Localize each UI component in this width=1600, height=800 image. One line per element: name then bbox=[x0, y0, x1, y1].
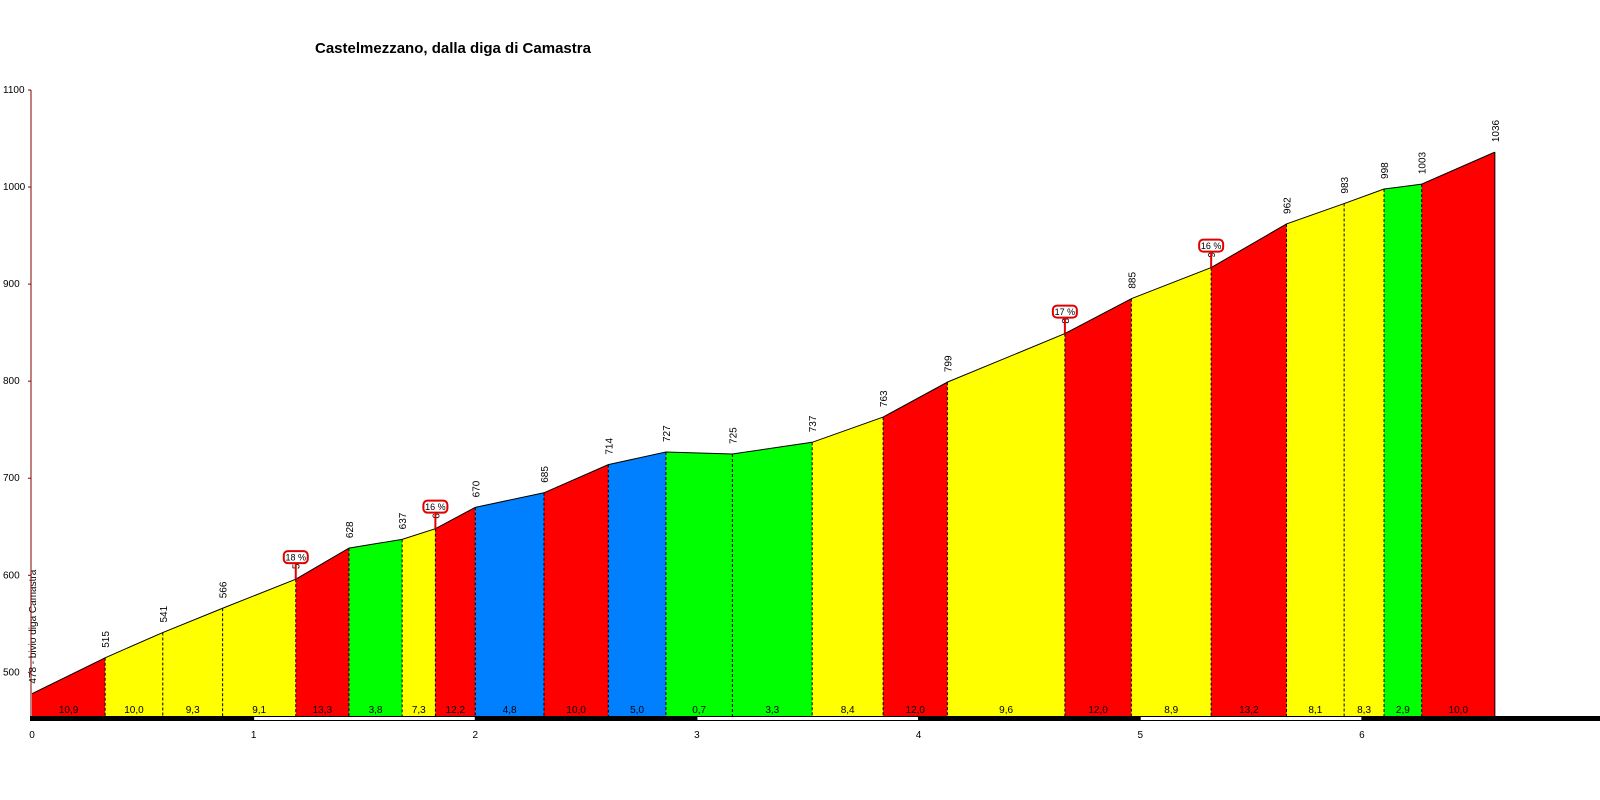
gradient-segment bbox=[348, 539, 403, 716]
max-gradient-label: 17 % bbox=[1055, 307, 1076, 317]
max-gradient-box bbox=[1051, 304, 1078, 319]
altitude-label: 637 bbox=[398, 512, 409, 529]
altitude-label: 998 bbox=[1380, 162, 1391, 179]
gradient-label: 3,3 bbox=[765, 705, 779, 716]
gradient-label: 2,9 bbox=[1396, 705, 1410, 716]
gradient-segment bbox=[1286, 203, 1345, 717]
altitude-label: 1036 bbox=[1491, 119, 1502, 142]
gradient-label: 12,0 bbox=[1088, 705, 1108, 716]
altitude-label: 1003 bbox=[1418, 151, 1429, 174]
km-bar-white bbox=[696, 717, 919, 720]
gradient-segment bbox=[162, 608, 223, 716]
gradient-label: 5,0 bbox=[630, 705, 644, 716]
gradient-label: 9,1 bbox=[252, 705, 266, 716]
gradient-label: 7,3 bbox=[412, 705, 426, 716]
altitude-label: 763 bbox=[879, 390, 890, 407]
gradient-segment bbox=[544, 464, 609, 716]
y-tick-label: 500 bbox=[3, 667, 20, 678]
y-tick-label: 1000 bbox=[3, 182, 26, 193]
gradient-segment bbox=[665, 452, 733, 716]
x-tick-label: 2 bbox=[473, 730, 479, 741]
gradient-label: 4,8 bbox=[503, 705, 517, 716]
profile-line bbox=[31, 151, 1496, 695]
gradient-label: 3,8 bbox=[369, 705, 383, 716]
y-tick-label: 700 bbox=[3, 473, 20, 484]
gradient-segment bbox=[947, 333, 1065, 716]
gradient-label: 10,0 bbox=[1449, 705, 1469, 716]
gradient-label: 8,4 bbox=[841, 705, 855, 716]
gradient-segment bbox=[32, 657, 106, 716]
km-bar-white bbox=[1140, 717, 1362, 720]
gradient-segment bbox=[475, 492, 544, 716]
altitude-label: 962 bbox=[1283, 197, 1294, 214]
altitude-label: 727 bbox=[662, 425, 673, 442]
gradient-segment bbox=[105, 632, 163, 716]
altitude-label: 725 bbox=[728, 427, 739, 444]
km-bar-white bbox=[253, 717, 476, 720]
gradient-segment bbox=[812, 417, 884, 716]
x-tick-label: 0 bbox=[29, 730, 35, 741]
gradient-segment bbox=[295, 548, 349, 716]
altitude-label: 737 bbox=[808, 415, 819, 432]
gradient-label: 9,3 bbox=[186, 705, 200, 716]
altitude-label: 983 bbox=[1340, 176, 1351, 193]
y-tick-label: 600 bbox=[3, 570, 20, 581]
altitude-label: 628 bbox=[345, 521, 356, 538]
gradient-segment bbox=[732, 442, 813, 716]
x-tick-label: 4 bbox=[916, 730, 922, 741]
gradient-label: 13,2 bbox=[1239, 705, 1259, 716]
gradient-segment bbox=[1064, 298, 1132, 716]
gradient-label: 12,0 bbox=[906, 705, 926, 716]
max-gradient-label: 16 % bbox=[425, 502, 446, 512]
altitude-label: 685 bbox=[540, 466, 551, 483]
max-gradient-label: 16 % bbox=[1201, 241, 1222, 251]
gradient-label: 8,3 bbox=[1357, 705, 1371, 716]
altitude-label: 566 bbox=[219, 581, 230, 598]
max-gradient-label: 18 % bbox=[285, 553, 306, 563]
gradient-segment bbox=[1131, 267, 1212, 716]
gradient-label: 8,9 bbox=[1164, 705, 1178, 716]
y-tick-label: 1100 bbox=[3, 85, 25, 96]
gradient-segment bbox=[608, 452, 666, 716]
gradient-segment bbox=[222, 579, 296, 716]
gradient-label: 12,2 bbox=[446, 705, 466, 716]
chart-title: Castelmezzano, dalla diga di Camastra bbox=[315, 40, 592, 57]
altitude-label: 515 bbox=[101, 631, 112, 648]
x-tick-label: 5 bbox=[1137, 730, 1143, 741]
max-gradient-box bbox=[282, 550, 309, 565]
gradient-segment bbox=[435, 507, 476, 716]
y-tick-label: 800 bbox=[3, 376, 20, 387]
gradient-label: 10,9 bbox=[59, 705, 79, 716]
altitude-label: 541 bbox=[159, 605, 170, 622]
gradient-label: 10,0 bbox=[566, 705, 586, 716]
gradient-segment bbox=[1421, 152, 1495, 716]
max-gradient-box bbox=[422, 499, 449, 514]
x-tick-label: 6 bbox=[1359, 730, 1365, 741]
gradient-segment bbox=[402, 528, 436, 716]
altitude-label: 714 bbox=[604, 438, 615, 455]
gradient-segment bbox=[883, 382, 948, 716]
gradient-segment bbox=[1344, 188, 1385, 716]
gradient-label: 13,3 bbox=[313, 705, 333, 716]
gradient-label: 8,1 bbox=[1308, 705, 1322, 716]
x-tick-label: 3 bbox=[694, 730, 700, 741]
altitude-label: 670 bbox=[471, 480, 482, 497]
gradient-segment bbox=[1211, 223, 1287, 717]
x-tick-label: 1 bbox=[251, 730, 257, 741]
max-gradient-box bbox=[1198, 238, 1225, 253]
gradient-label: 0,7 bbox=[692, 705, 706, 716]
altitude-label: 478 - bivio diga Camastra bbox=[28, 569, 39, 683]
gradient-segment bbox=[1384, 184, 1422, 716]
gradient-label: 9,6 bbox=[999, 705, 1013, 716]
altitude-label: 799 bbox=[943, 355, 954, 372]
altitude-label: 885 bbox=[1127, 272, 1138, 289]
gradient-label: 10,0 bbox=[124, 705, 144, 716]
y-tick-label: 900 bbox=[3, 279, 20, 290]
